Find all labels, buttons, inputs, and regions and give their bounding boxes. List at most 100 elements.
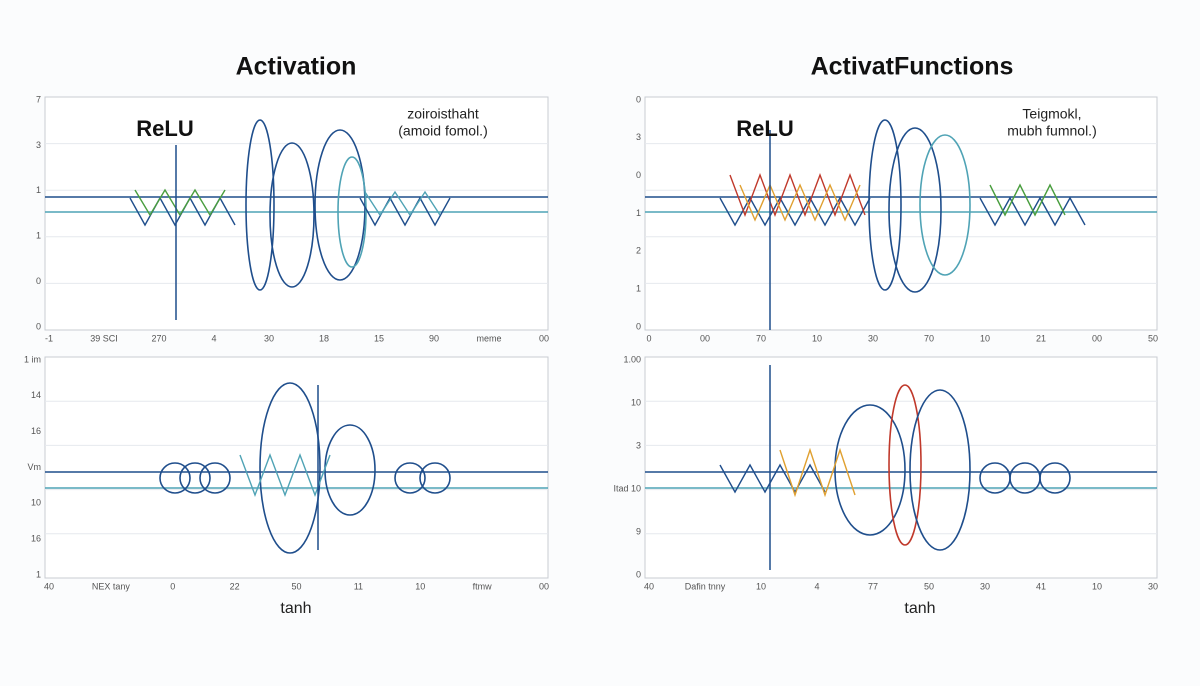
curve: [909, 389, 971, 551]
x-tick-label: 10: [756, 581, 766, 591]
curve: [179, 462, 211, 494]
curve: [364, 190, 441, 217]
x-tick-label: 18: [319, 333, 329, 343]
y-tick-label: 0: [36, 276, 41, 286]
y-tick-label: 2: [636, 246, 641, 256]
x-tick-label: 4: [814, 581, 819, 591]
x-tick-label: 0: [170, 581, 175, 591]
x-tick-label: -1: [45, 333, 53, 343]
x-axis-label: tanh: [280, 600, 311, 617]
x-tick-label: 22: [230, 581, 240, 591]
plot-area: [644, 96, 1158, 331]
plot-area: [44, 356, 549, 579]
x-tick-label: 00: [700, 333, 710, 343]
x-tick-label: 30: [1148, 581, 1158, 591]
y-tick-label: 9: [636, 526, 641, 536]
curve: [719, 196, 871, 227]
y-tick-label: 1 im: [24, 354, 41, 364]
x-tick-label: 50: [924, 581, 934, 591]
x-tick-label: 41: [1036, 581, 1046, 591]
y-tick-label: 1: [36, 185, 41, 195]
curve: [269, 142, 315, 288]
x-tick-label: Dafin tnny: [685, 581, 726, 591]
y-tick-label: 3: [636, 132, 641, 142]
curve: [779, 447, 856, 498]
curve: [239, 453, 331, 497]
y-tick-label: 3: [36, 140, 41, 150]
y-tick-label: 1.00: [623, 354, 641, 364]
x-tick-label: 10: [980, 333, 990, 343]
x-tick-label: 50: [1148, 333, 1158, 343]
y-tick-label: 10: [631, 397, 641, 407]
curve: [394, 462, 426, 494]
x-tick-label: 77: [868, 581, 878, 591]
curve: [989, 183, 1066, 217]
x-tick-label: 50: [291, 581, 301, 591]
y-tick-label: 1: [636, 208, 641, 218]
panel-label: ReLU: [736, 116, 793, 141]
x-tick-label: 70: [924, 333, 934, 343]
curve: [419, 462, 451, 494]
x-tick-label: 70: [756, 333, 766, 343]
x-tick-label: 00: [539, 581, 549, 591]
x-tick-label: meme: [476, 333, 501, 343]
x-tick-label: 15: [374, 333, 384, 343]
legend-text: zoiroisthaht: [407, 106, 479, 122]
panel-label: ReLU: [136, 116, 193, 141]
x-tick-label: 40: [44, 581, 54, 591]
curve: [359, 196, 451, 227]
curve: [134, 188, 226, 217]
curve: [337, 156, 367, 268]
x-tick-label: 90: [429, 333, 439, 343]
x-axis-label: tanh: [904, 600, 935, 617]
x-tick-label: 0: [646, 333, 651, 343]
curve: [159, 462, 191, 494]
x-tick-label: NEX tany: [92, 581, 131, 591]
y-tick-label: 1: [36, 231, 41, 241]
curve: [868, 119, 902, 291]
x-tick-label: 00: [539, 333, 549, 343]
y-tick-label: 7: [36, 94, 41, 104]
legend-text: mubh fumnol.): [1007, 123, 1096, 139]
legend-text: Teigmokl,: [1022, 106, 1081, 122]
y-tick-label: 14: [31, 390, 41, 400]
y-tick-label: 0: [636, 170, 641, 180]
curve: [259, 382, 321, 554]
y-tick-label: 3: [636, 440, 641, 450]
curve: [314, 129, 366, 281]
x-tick-label: 270: [151, 333, 166, 343]
x-tick-label: ftmw: [473, 581, 492, 591]
y-tick-label: 10: [31, 498, 41, 508]
figure-title: ActivatFunctions: [811, 53, 1014, 81]
curve: [245, 119, 275, 291]
y-tick-label: 16: [31, 426, 41, 436]
curve: [739, 183, 861, 222]
curve: [199, 462, 231, 494]
legend-text: (amoid fomol.): [398, 123, 487, 139]
x-tick-label: 30: [980, 581, 990, 591]
x-tick-label: 10: [415, 581, 425, 591]
x-tick-label: 40: [644, 581, 654, 591]
y-tick-label: 1: [36, 569, 41, 579]
y-tick-label: 1: [636, 284, 641, 294]
y-tick-label: Vm: [28, 462, 42, 472]
y-tick-label: 16: [31, 534, 41, 544]
y-tick-label: 0: [636, 94, 641, 104]
x-tick-label: 4: [211, 333, 216, 343]
curve: [834, 404, 906, 536]
plot-area: [644, 356, 1158, 579]
curve: [888, 384, 922, 546]
curve: [1039, 462, 1071, 494]
y-tick-label: 0: [636, 321, 641, 331]
x-tick-label: 11: [354, 581, 363, 591]
x-tick-label: 10: [1092, 581, 1102, 591]
x-tick-label: 10: [812, 333, 822, 343]
curve: [719, 463, 826, 494]
x-tick-label: 30: [264, 333, 274, 343]
plot-area: [44, 96, 549, 331]
curve: [729, 173, 866, 217]
x-tick-label: 00: [1092, 333, 1102, 343]
curve: [888, 127, 942, 293]
curve: [919, 134, 971, 276]
